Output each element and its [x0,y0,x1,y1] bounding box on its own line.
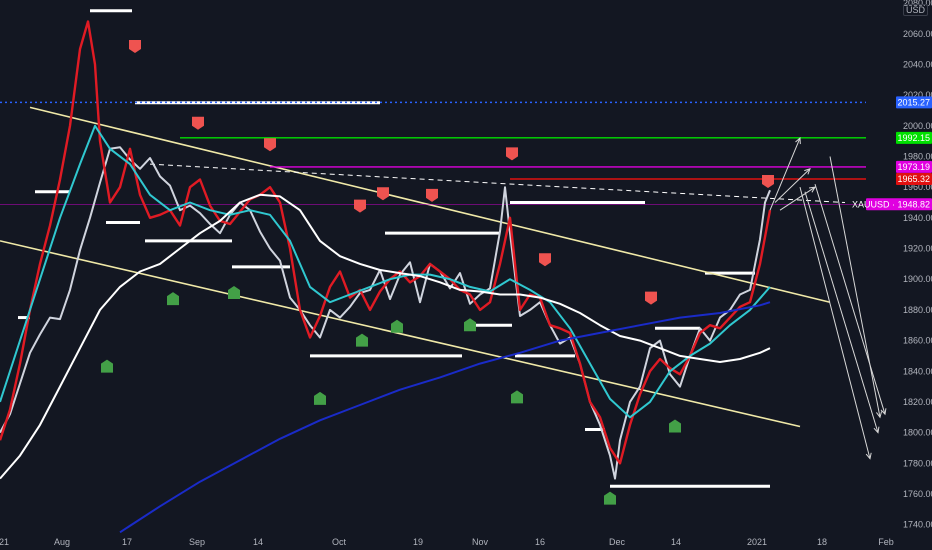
y-tick-label: 1900.00 [903,274,932,284]
x-tick-label: 16 [535,537,545,547]
trend-line [149,163,846,203]
sell-signal-marker [762,175,774,189]
buy-signal-marker [228,286,240,300]
trend-lines-layer [0,106,846,428]
y-tick-label: 2000.00 [903,121,932,131]
projection-arrow [804,191,879,433]
x-tick-label: Sep [189,537,205,547]
projection-arrow-head [865,452,872,460]
y-tick-label: 2060.00 [903,29,932,39]
projection-arrow-head [804,167,811,175]
y-tick-label: 1860.00 [903,336,932,346]
projection-arrow-head [876,411,883,419]
y-tick-label: 1760.00 [903,489,932,499]
signals-layer [101,40,774,505]
price-label-text: 1965.32 [897,174,930,184]
sell-signal-marker [645,291,657,305]
y-tick-label: 2040.00 [903,59,932,69]
price-label-badge [896,160,932,173]
x-tick-label: 17 [122,537,132,547]
sell-signal-marker [354,199,366,213]
sell-signal-marker [192,116,204,130]
trend-line [0,240,801,428]
y-tick-label: 1980.00 [903,151,932,161]
y-tick-label: 1940.00 [903,213,932,223]
y-tick-label: 1780.00 [903,458,932,468]
projection-arrow [779,186,816,211]
projection-arrow [769,137,801,211]
price-axis: 2080.002060.002040.002020.002000.001980.… [852,0,932,530]
sell-signal-marker [506,147,518,161]
y-tick-label: 1920.00 [903,244,932,254]
buy-signal-marker [101,359,113,373]
sell-signal-marker [264,138,276,152]
x-tick-label: 18 [817,537,827,547]
x-tick-label: 2021 [747,537,767,547]
y-tick-label: 1880.00 [903,305,932,315]
buy-signal-marker [356,333,368,347]
buy-signal-marker [391,319,403,333]
price-label-text: XAUUSD · 1948.82 [852,199,930,209]
y-tick-label: 1820.00 [903,397,932,407]
projection-arrow [799,187,871,459]
projection-arrow-head [808,186,816,193]
swing-bars-layer [18,9,770,488]
sell-signal-marker [377,187,389,201]
y-tick-label: 1800.00 [903,428,932,438]
price-label-badge [896,172,932,185]
series-line [0,124,771,419]
buy-signal-marker [314,391,326,405]
series-layer [0,20,772,534]
x-tick-label: Nov [472,537,489,547]
sell-signal-marker [426,188,438,202]
y-tick-label: 1840.00 [903,366,932,376]
x-tick-label: Aug [54,537,70,547]
series-line [119,301,771,534]
projection-arrow-head [795,137,801,145]
currency-label: USD [902,4,928,16]
x-tick-label: 21 [0,537,9,547]
buy-signal-marker [464,318,476,332]
projection-arrow-head [873,426,880,434]
sell-signal-marker [539,253,551,267]
x-tick-label: 14 [671,537,681,547]
x-tick-label: Oct [332,537,347,547]
price-label-badge [866,198,932,211]
price-label-text: 2015.27 [897,97,930,107]
x-tick-label: 14 [253,537,263,547]
projection-arrow [829,156,881,418]
price-label-text: 1973.19 [897,162,930,172]
x-tick-label: Dec [609,537,626,547]
x-tick-label: 19 [413,537,423,547]
y-tick-label: 1740.00 [903,520,932,530]
price-label-badge [896,131,932,144]
projection-arrow [814,183,886,415]
buy-signal-marker [167,292,179,306]
price-label-text: 1992.15 [897,133,930,143]
series-line [0,193,771,480]
buy-signal-marker [511,390,523,404]
y-tick-label: 1960.00 [903,182,932,192]
price-label-badge [896,96,932,109]
buy-signal-marker [669,419,681,433]
trend-line [29,106,831,303]
projection-arrow [774,168,811,203]
series-line [0,20,772,465]
y-tick-label: 2020.00 [903,90,932,100]
time-axis: 21 Aug 17 Sep 14 Oct 19 Nov 16 Dec 14 2021 18 Feb [0,537,894,547]
sell-signal-marker [129,40,141,54]
buy-signal-marker [604,491,616,505]
x-tick-label: Feb [878,537,894,547]
projection-arrow-head [880,408,887,416]
projection-arrows-layer [769,137,887,460]
